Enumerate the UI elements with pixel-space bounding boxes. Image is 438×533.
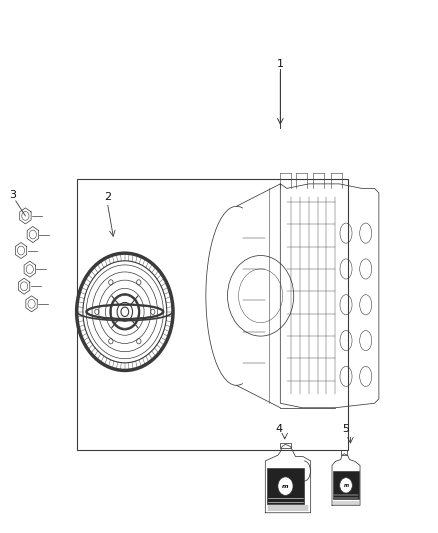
- Text: 5: 5: [343, 424, 350, 434]
- Bar: [77, 179, 348, 450]
- Bar: [333, 471, 359, 499]
- Text: 3: 3: [9, 190, 16, 199]
- Text: 1: 1: [277, 59, 284, 69]
- Circle shape: [340, 478, 352, 493]
- Text: m: m: [343, 483, 349, 488]
- Circle shape: [278, 477, 293, 495]
- Bar: [267, 468, 304, 504]
- Text: 2: 2: [104, 192, 111, 202]
- Bar: [341, 450, 347, 455]
- Text: 4: 4: [276, 424, 283, 434]
- Bar: [280, 443, 290, 448]
- Text: m: m: [282, 483, 289, 489]
